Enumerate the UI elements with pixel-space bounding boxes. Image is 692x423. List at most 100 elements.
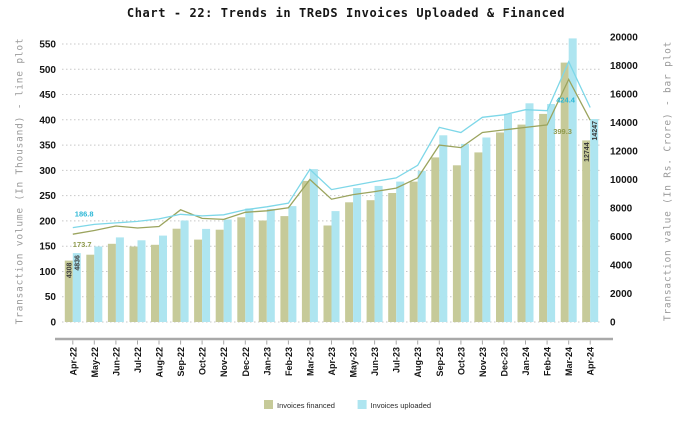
legend-swatch-invoices-uploaded (357, 400, 367, 409)
bar-invoices-financed (388, 193, 397, 322)
bar-value-label: 4308 (67, 262, 74, 278)
x-axis-tick-label: Feb-23 (284, 347, 294, 376)
bar-invoices-uploaded (309, 169, 318, 322)
bar-invoices-financed (129, 246, 138, 322)
right-axis-tick-label: 20000 (610, 33, 638, 44)
bar-invoices-financed (280, 216, 289, 322)
line-value-label: 424.4 (556, 96, 576, 105)
bar-invoices-uploaded (72, 253, 81, 322)
x-axis-tick-label: Jan-24 (521, 347, 531, 376)
bar-invoices-uploaded (396, 181, 405, 322)
bar-invoices-financed (258, 220, 267, 322)
left-axis-tick-label: 150 (39, 242, 56, 253)
bar-invoices-financed (86, 254, 95, 322)
bar-invoices-financed (64, 260, 73, 322)
line-value-label: 399.3 (553, 127, 572, 136)
line-value-label: 186.8 (75, 210, 94, 219)
bar-invoices-financed (151, 244, 159, 322)
bar-invoices-financed (409, 181, 418, 322)
x-axis-tick-label: Oct-23 (456, 347, 466, 375)
bar-invoices-uploaded (590, 119, 599, 322)
x-axis-tick-label: Jun-22 (111, 347, 121, 376)
bar-invoices-financed (496, 132, 504, 322)
x-axis-tick-label: Dec-22 (241, 347, 251, 377)
x-axis-tick-label: May-23 (349, 347, 359, 378)
left-axis-tick-label: 450 (39, 90, 56, 101)
bar-invoices-uploaded (525, 103, 534, 322)
bar-invoices-financed (539, 113, 548, 323)
x-axis-tick-label: Aug-23 (413, 347, 423, 378)
x-axis-tick-label: Apr-23 (327, 347, 337, 376)
x-axis-tick-label: Jan-23 (262, 347, 272, 376)
bar-invoices-financed (560, 62, 569, 322)
bar-invoices-uploaded (180, 220, 189, 322)
x-axis-tick-label: Jun-23 (370, 347, 380, 376)
bar-invoices-uploaded (94, 246, 103, 322)
right-axis-tick-label: 12000 (610, 147, 638, 158)
x-axis-tick-label: May-22 (90, 347, 100, 378)
x-axis-tick-label: Mar-24 (564, 347, 574, 376)
left-axis-tick-label: 300 (39, 166, 56, 177)
bar-invoices-financed (431, 157, 440, 322)
legend-label: Invoices financed (277, 401, 335, 410)
x-axis-tick-label: Nov-22 (219, 347, 229, 377)
left-axis-tick-label: 200 (39, 216, 56, 227)
x-axis-tick-label: Mar-23 (305, 347, 315, 376)
bar-invoices-financed (345, 202, 354, 322)
bar-invoices-financed (172, 228, 181, 322)
x-axis-tick-label: Sep-22 (176, 347, 186, 377)
left-axis-tick-label: 0 (50, 318, 56, 329)
x-axis-tick-label: Dec-23 (500, 347, 510, 377)
x-axis-tick-label: Feb-24 (543, 347, 553, 376)
line-invoices-financed-volume- (72, 77, 591, 235)
bar-invoices-uploaded (374, 185, 383, 322)
bar-value-label: 4836 (75, 255, 82, 271)
right-axis-tick-label: 4000 (610, 261, 633, 272)
left-axis-tick-label: 250 (39, 191, 56, 202)
left-axis-tick-label: 550 (39, 40, 56, 51)
x-axis-tick-label: Apr-24 (586, 347, 596, 376)
bar-invoices-uploaded (417, 170, 426, 322)
bar-value-label: 12744 (584, 142, 591, 162)
right-axis-tick-label: 10000 (610, 175, 638, 186)
bar-invoices-financed (323, 225, 332, 322)
right-axis-tick-label: 6000 (610, 232, 633, 243)
bar-invoices-uploaded (568, 38, 577, 323)
bar-invoices-uploaded (159, 235, 167, 322)
bar-invoices-financed (452, 165, 461, 323)
x-axis-tick-label: Nov-23 (478, 347, 488, 377)
bar-value-label: 14247 (592, 121, 599, 141)
bar-invoices-uploaded (223, 219, 232, 322)
x-axis-tick-label: Jul-22 (133, 347, 143, 373)
bar-invoices-uploaded (288, 206, 297, 322)
right-axis-tick-label: 2000 (610, 289, 633, 300)
chart-title: Chart - 22: Trends in TReDS Invoices Upl… (126, 6, 566, 20)
left-axis-tick-label: 350 (39, 141, 56, 152)
right-axis-tick-label: 18000 (610, 61, 638, 72)
line-value-label: 173.7 (73, 240, 92, 249)
right-axis-tick-label: 14000 (610, 118, 638, 129)
x-axis-tick-label: Sep-23 (435, 347, 445, 377)
bar-invoices-uploaded (266, 208, 275, 322)
legend-label: Invoices uploaded (371, 401, 431, 410)
legend-swatch-invoices-financed (264, 400, 273, 409)
bar-invoices-uploaded (482, 137, 491, 322)
bar-invoices-financed (215, 229, 224, 322)
bar-invoices-uploaded (137, 240, 146, 322)
bar-invoices-financed (194, 239, 203, 322)
bar-invoices-uploaded (504, 113, 512, 323)
bar-invoices-uploaded (115, 237, 124, 322)
bar-invoices-financed (301, 180, 310, 322)
bar-invoices-financed (366, 200, 375, 322)
right-axis-tick-label: 0 (610, 318, 616, 329)
bar-invoices-uploaded (439, 135, 448, 322)
x-axis-tick-label: Jul-23 (392, 347, 402, 373)
bar-invoices-uploaded (547, 104, 556, 322)
bar-invoices-financed (517, 124, 526, 322)
bar-invoices-uploaded (331, 211, 340, 322)
left-axis-tick-label: 500 (39, 65, 56, 76)
bar-invoices-uploaded (245, 208, 254, 322)
bar-invoices-financed (237, 217, 246, 322)
